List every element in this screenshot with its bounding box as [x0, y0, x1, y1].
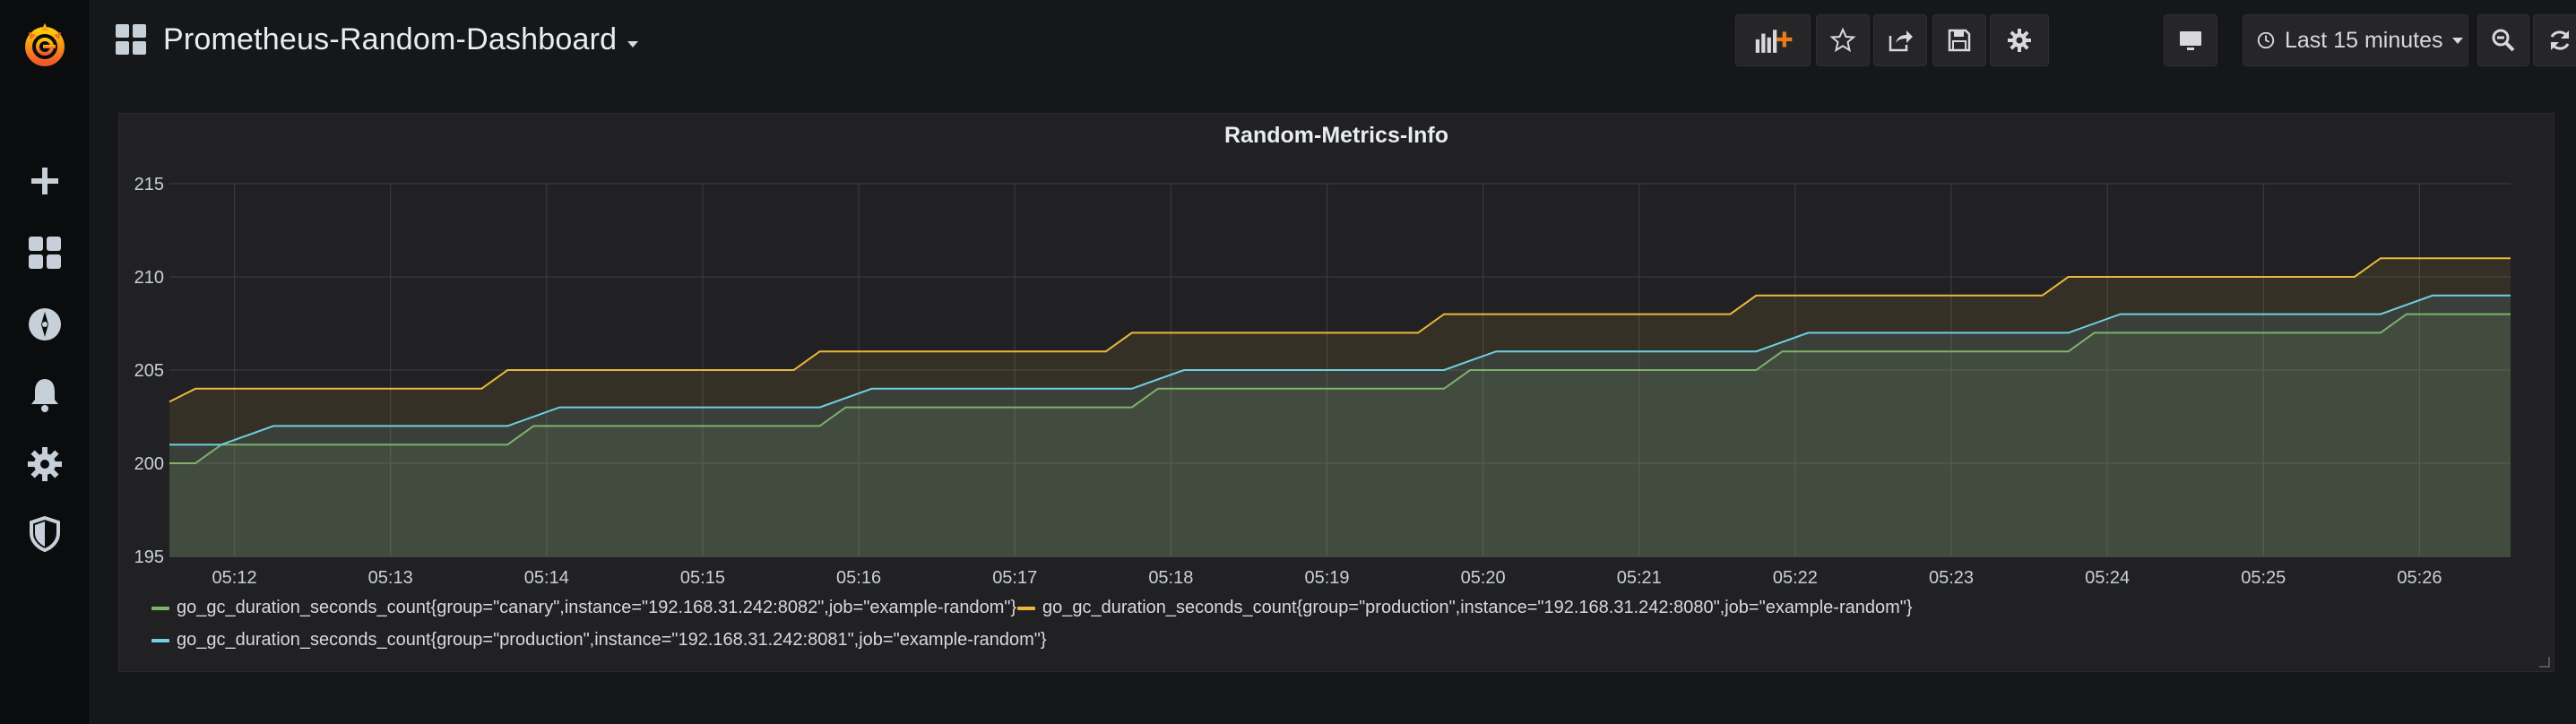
refresh-icon [2550, 30, 2570, 50]
x-tick-label: 05:25 [2241, 568, 2286, 588]
x-tick-label: 05:20 [1461, 568, 1506, 588]
settings-button[interactable] [1990, 14, 2049, 66]
add-panel-button[interactable] [1735, 14, 1811, 66]
y-tick-label: 195 [134, 547, 164, 567]
dashboards-icon[interactable] [23, 231, 66, 274]
clock-icon [2257, 31, 2275, 49]
x-tick-label: 05:23 [1929, 568, 1974, 588]
bell-icon[interactable] [23, 373, 66, 416]
legend-item[interactable]: go_gc_duration_seconds_count{group="prod… [1017, 598, 1913, 618]
legend-item[interactable]: go_gc_duration_seconds_count{group="cana… [151, 598, 1016, 618]
y-tick-label: 200 [134, 454, 164, 474]
zoom-out-button[interactable] [2477, 14, 2529, 66]
chevron-down-icon [2451, 37, 2463, 44]
y-tick-label: 210 [134, 268, 164, 288]
save-button[interactable] [1932, 14, 1986, 66]
compass-icon[interactable] [23, 303, 66, 346]
star-icon [1829, 27, 1856, 53]
x-tick-label: 05:17 [992, 568, 1037, 588]
series-line-2 [169, 257, 2511, 403]
line-chart[interactable]: 195 200 205 210 215 05:12 05:13 05:14 05:15 05:16… [119, 114, 2555, 598]
refresh-button[interactable] [2533, 14, 2576, 66]
save-icon [1948, 29, 1971, 52]
dashboard-title-button[interactable]: Prometheus-Random-Dashboard [115, 16, 639, 63]
legend-label: go_gc_duration_seconds_count{group="prod… [177, 630, 1047, 650]
tv-mode-icon [2180, 31, 2201, 50]
shield-icon[interactable] [23, 513, 66, 556]
legend-swatch [151, 606, 169, 610]
x-tick-label: 05:12 [212, 568, 257, 588]
legend-label: go_gc_duration_seconds_count{group="prod… [1042, 598, 1913, 617]
x-tick-label: 05:18 [1148, 568, 1193, 588]
x-tick-label: 05:14 [524, 568, 569, 588]
series-line-1 [169, 313, 2511, 464]
panel-resize-handle[interactable] [2539, 657, 2550, 668]
legend-label: go_gc_duration_seconds_count{group="cana… [177, 598, 1017, 617]
time-picker-button[interactable]: Last 15 minutes [2243, 14, 2468, 66]
x-tick-label: 05:21 [1617, 568, 1662, 588]
panel-title[interactable]: Random-Metrics-Info [1224, 123, 1448, 148]
dashboard-navbar: Prometheus-Random-Dashboard Last 15 minu… [90, 0, 2576, 90]
dashboard-title: Prometheus-Random-Dashboard [163, 22, 618, 56]
x-tick-label: 05:19 [1304, 568, 1349, 588]
legend-item[interactable]: go_gc_duration_seconds_count{group="prod… [151, 630, 1047, 651]
sidebar [0, 0, 91, 724]
series-area-3 [169, 295, 2511, 556]
x-tick-label: 05:26 [2397, 568, 2442, 588]
add-panel-icon [1755, 30, 1793, 53]
tv-mode-button[interactable] [2164, 14, 2217, 66]
legend-swatch [1017, 606, 1035, 610]
grafana-logo-icon[interactable] [20, 20, 70, 70]
plus-icon[interactable] [23, 159, 66, 203]
series-area-1 [169, 314, 2511, 556]
graph-panel: Random-Metrics-Info 195 200 205 210 215 05:12… [118, 113, 2554, 672]
legend-swatch [151, 638, 169, 642]
y-tick-label: 205 [134, 361, 164, 381]
dashboard-grid-icon [116, 24, 146, 55]
x-tick-label: 05:22 [1773, 568, 1818, 588]
y-tick-label: 215 [134, 175, 164, 194]
x-tick-label: 05:24 [2085, 568, 2130, 588]
series-line-3 [169, 294, 2511, 446]
x-tick-label: 05:15 [680, 568, 725, 588]
x-tick-label: 05:13 [368, 568, 413, 588]
share-icon [1889, 30, 1913, 52]
settings-icon [2008, 29, 2031, 52]
star-button[interactable] [1816, 14, 1870, 66]
chevron-down-icon [627, 40, 639, 47]
zoom-out-icon [2492, 29, 2515, 52]
gear-icon[interactable] [23, 443, 66, 486]
share-button[interactable] [1873, 14, 1927, 66]
x-tick-label: 05:16 [836, 568, 881, 588]
time-range-label: Last 15 minutes [2285, 27, 2443, 53]
